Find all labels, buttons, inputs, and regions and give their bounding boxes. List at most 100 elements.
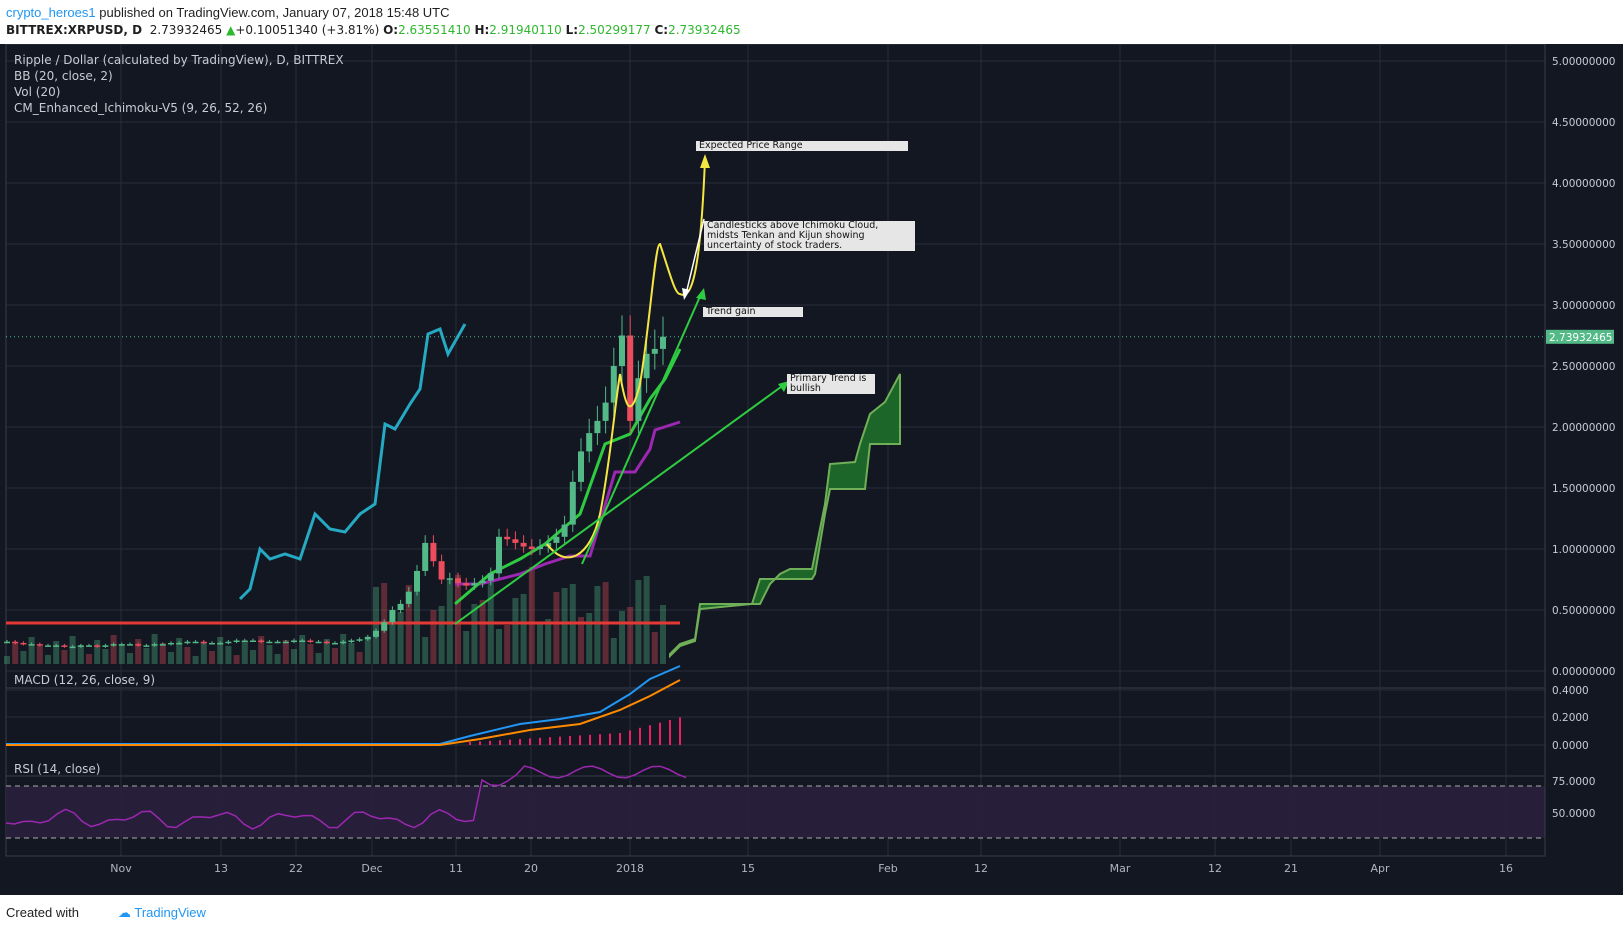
expected-range-arrowhead [700, 154, 710, 168]
note-cloud-line-3: uncertainty of stock traders. [707, 240, 843, 251]
candle-body [110, 644, 117, 646]
volume-bar [168, 652, 174, 664]
volume-bar [553, 592, 560, 664]
footer-created: Created with [6, 905, 79, 920]
candle-body [512, 539, 519, 543]
macd-tick-label: 0.2000 [1552, 712, 1589, 724]
volume-bar [143, 648, 150, 664]
candle-body [627, 335, 634, 421]
volume-bar [61, 650, 68, 664]
candle-body [651, 348, 658, 354]
candle-body [20, 642, 27, 645]
volume-bar [619, 611, 625, 664]
cloud-note-arrow [685, 218, 705, 295]
volume-bar [135, 639, 142, 664]
trend-gain-arrowhead [696, 288, 706, 300]
volume-bar [594, 586, 601, 664]
candle-body [217, 642, 224, 645]
note-ichimoku-cloud[interactable]: Candlesticks above Ichimoku Cloud, midst… [704, 221, 915, 251]
volume-bar [118, 644, 125, 664]
x-tick-label: Mar [1110, 862, 1131, 875]
candle-body [340, 641, 347, 644]
volume-bar [520, 594, 527, 664]
note-cloud-line-2: midsts Tenkan and Kijun showing [707, 230, 865, 241]
ichimoku-cloud [669, 373, 901, 659]
publish-info: crypto_heroes1 published on TradingView.… [6, 5, 450, 20]
volume-bar [69, 636, 76, 664]
footer-brand-link[interactable]: ☁ TradingView [118, 905, 206, 921]
candle-body [291, 640, 297, 642]
candle-body [348, 640, 355, 642]
last-price-label-bg [1546, 329, 1614, 344]
macd-pane [5, 687, 1546, 777]
last-price-label: 2.73932465 [1549, 332, 1612, 344]
rsi-band [6, 786, 1545, 838]
candle-body [176, 642, 183, 645]
primary-trend-arrowhead [778, 381, 789, 392]
volume-bar [438, 606, 445, 664]
volume-bar [373, 587, 379, 664]
chart-canvas[interactable]: Nov 13 22 Dec 11 20 2018 15 Feb 12 Mar 12 21 Apr 16 5.0… [0, 44, 1623, 895]
x-tick-label: 12 [1208, 862, 1222, 875]
candle-body [69, 646, 76, 649]
candle-body [463, 583, 470, 586]
candle-body [332, 642, 338, 645]
candle-body [520, 542, 527, 547]
candle-body [561, 524, 568, 537]
volume-bar [479, 600, 486, 664]
vol-legend: Vol (20) [14, 85, 61, 99]
note-primary-trend[interactable]: Primary Trend is bullish [787, 374, 875, 394]
volume-bar [233, 655, 240, 664]
volume-bar [430, 610, 437, 664]
note-expected-range[interactable]: Expected Price Range [696, 141, 908, 151]
candle-body [258, 640, 265, 642]
open-value: 2.63551410 [398, 23, 471, 37]
candle-body [389, 610, 396, 623]
volume-bar [528, 567, 535, 664]
candle-body [192, 641, 199, 644]
candle-body [569, 481, 576, 525]
price-tick-label: 4.00000000 [1552, 178, 1615, 190]
candle-body [45, 645, 51, 647]
volume-bar [463, 631, 470, 664]
macd-line [6, 665, 681, 745]
volume-bar [397, 612, 404, 664]
volume-bar [192, 656, 199, 664]
candle-body [184, 641, 191, 644]
volume-bar [323, 639, 330, 664]
price-tick-label: 3.50000000 [1552, 239, 1615, 251]
candle-body [537, 546, 543, 549]
candle-body [496, 536, 502, 574]
volume-bar [4, 656, 10, 664]
author-link[interactable]: crypto_heroes1 [6, 5, 96, 20]
volume-bar [36, 646, 43, 664]
candle-body [578, 451, 584, 482]
volume-bar [176, 638, 183, 664]
x-tick-label: 22 [289, 862, 303, 875]
volume-bar [332, 648, 338, 664]
volume-bar [94, 640, 101, 664]
candle-body [446, 578, 453, 580]
note-trend-gain[interactable]: Trend gain [703, 307, 803, 317]
candle-body [61, 645, 68, 647]
volume-bar [651, 632, 658, 664]
candle-body [77, 645, 84, 647]
low-value: 2.50299177 [578, 23, 651, 37]
candle-body [455, 578, 461, 584]
candle-body [422, 542, 429, 571]
chart-area[interactable]: Nov 13 22 Dec 11 20 2018 15 Feb 12 Mar 12 21 Apr 16 5.0… [0, 44, 1623, 895]
candle-body [635, 378, 642, 421]
high-value: 2.91940110 [489, 23, 562, 37]
candle-body [619, 335, 625, 366]
candle-body [586, 433, 593, 452]
candle-body [594, 420, 601, 434]
volume-bar [389, 616, 396, 664]
chikou-line [238, 323, 467, 601]
candle-body [143, 645, 150, 647]
candle-body [602, 402, 609, 421]
price-tick-label: 5.00000000 [1552, 56, 1615, 68]
x-tick-label: 21 [1284, 862, 1298, 875]
candle-body [553, 536, 560, 543]
candle-body [528, 546, 535, 549]
volume-bar [512, 598, 519, 664]
